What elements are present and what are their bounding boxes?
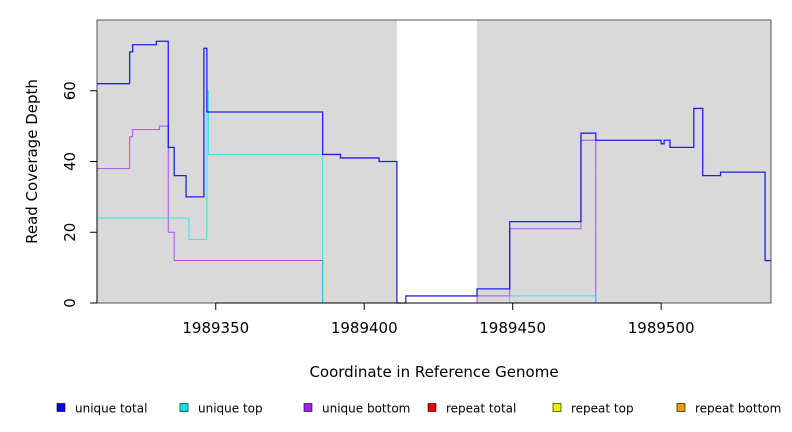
- shaded-region-0: [97, 20, 397, 303]
- legend: unique total unique top unique bottom repea…: [56, 402, 781, 416]
- y-tick-label: 40: [61, 152, 79, 171]
- y-axis: 0 20 40 60: [61, 81, 98, 308]
- x-axis-title: Coordinate in Reference Genome: [309, 363, 558, 381]
- legend-swatch-unique-top: [179, 403, 189, 412]
- legend-label-unique-bottom: unique bottom: [322, 402, 410, 416]
- x-tick-label: 1989350: [182, 319, 249, 337]
- shaded-regions: [97, 20, 771, 303]
- x-tick-label: 1989400: [331, 319, 398, 337]
- y-axis-title: Read Coverage Depth: [23, 79, 41, 244]
- legend-label-unique-total: unique total: [75, 402, 147, 416]
- legend-swatch-unique-bottom: [303, 403, 313, 412]
- legend-label-unique-top: unique top: [198, 402, 263, 416]
- legend-label-repeat-total: repeat total: [446, 402, 516, 416]
- legend-swatch-repeat-bottom: [676, 403, 686, 412]
- y-tick-label: 20: [61, 223, 79, 242]
- x-tick-label: 1989500: [628, 319, 695, 337]
- y-tick-label: 60: [61, 81, 79, 100]
- legend-label-repeat-top: repeat top: [571, 402, 634, 416]
- x-axis: 1989350 1989400 1989450 1989500: [182, 302, 695, 337]
- legend-label-repeat-bottom: repeat bottom: [695, 402, 781, 416]
- legend-swatch-unique-total: [56, 403, 66, 412]
- legend-swatch-repeat-top: [552, 403, 562, 412]
- legend-swatch-repeat-total: [427, 403, 437, 412]
- y-tick-label: 0: [61, 298, 79, 308]
- shaded-region-1: [477, 20, 771, 303]
- x-tick-label: 1989450: [479, 319, 546, 337]
